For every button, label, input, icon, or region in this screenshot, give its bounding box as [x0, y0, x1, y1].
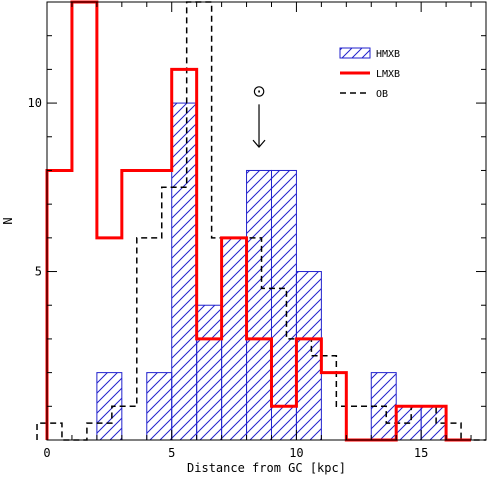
- hmxb-bar: [270, 169, 297, 441]
- hmxb-bar: [295, 271, 322, 441]
- hmxb-bar: [171, 102, 198, 441]
- sun-arrow-head: [252, 139, 266, 149]
- legend-swatch-hmxb: [339, 47, 371, 59]
- hmxb-bar: [221, 237, 248, 441]
- ob-step-line: [36, 1, 486, 441]
- x-axis-label: Distance from GC [kpc]: [187, 461, 346, 475]
- x-tick-label: 5: [168, 446, 175, 460]
- x-tick-label: 10: [289, 446, 303, 460]
- y-tick-label: 5: [35, 265, 42, 279]
- x-tick-label: 0: [43, 446, 50, 460]
- plot-frame: [46, 1, 487, 441]
- plot-area: ⊙: [36, 0, 486, 442]
- legend-label: OB: [376, 89, 388, 100]
- legend-label: HMXB: [376, 49, 400, 60]
- sun-symbol-icon: ⊙: [252, 81, 265, 100]
- hmxb-bar: [196, 304, 223, 441]
- axis-ticks: 0 5 10 15 5 10: [28, 1, 486, 460]
- hmxb-bar: [246, 169, 272, 441]
- hmxb-bar: [96, 372, 123, 441]
- y-axis-label: N: [1, 217, 15, 224]
- y-tick-label: 10: [28, 96, 42, 110]
- hmxb-bar: [146, 372, 173, 441]
- legend: HMXB LMXB OB: [339, 47, 400, 100]
- legend-label: LMXB: [376, 69, 400, 80]
- x-tick-label: 15: [414, 446, 428, 460]
